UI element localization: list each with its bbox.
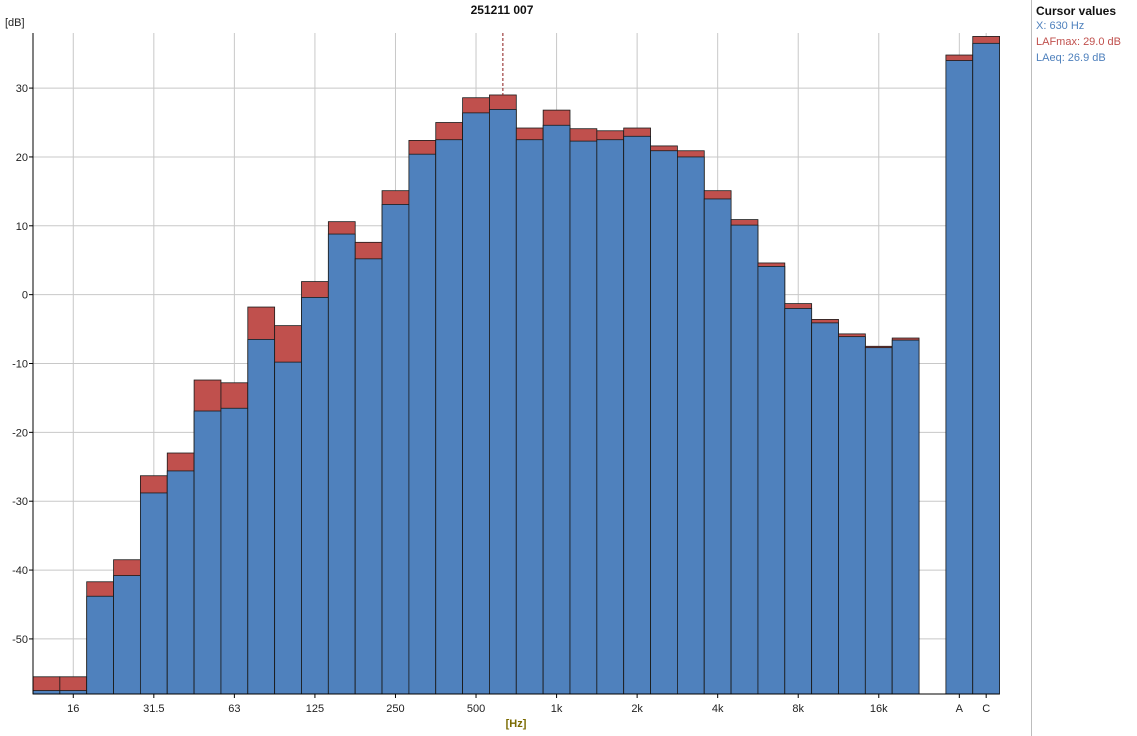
bar-laeq-5k[interactable] — [730, 224, 759, 695]
bar-laeq-200[interactable] — [354, 258, 383, 695]
x-tick-label: 500 — [467, 703, 485, 715]
y-tick-label: 10 — [16, 221, 28, 233]
bar-laeq-16[interactable] — [59, 690, 88, 695]
bar-laeq-20[interactable] — [86, 595, 114, 695]
bar-laeq-6.3k[interactable] — [757, 266, 786, 695]
bar-laeq-1.6k[interactable] — [596, 139, 625, 695]
y-tick-label: -30 — [12, 496, 28, 508]
x-tick-label: 4k — [712, 703, 724, 715]
bar-laeq-12.5k[interactable] — [838, 336, 866, 695]
bar-laeq-8k[interactable] — [784, 308, 813, 695]
bar-laeq-500[interactable] — [462, 112, 490, 695]
spectrum-chart: 30 20 10 0 -10 -20 -30 -40 -50 16 31.5 63 125 250 500… — [5, 3, 1001, 730]
bar-laeq-25[interactable] — [113, 575, 141, 695]
bar-laeq-C[interactable] — [972, 42, 1001, 695]
x-axis-unit-label: [Hz] — [506, 718, 527, 730]
bar-laeq-2k[interactable] — [623, 135, 651, 695]
bar-laeq-A[interactable] — [945, 60, 974, 695]
cursor-lafmax-value: LAFmax: 29.0 dB — [1036, 36, 1121, 48]
cursor-x-value: X: 630 Hz — [1036, 20, 1085, 32]
x-tick-label: 31.5 — [143, 703, 164, 715]
bar-laeq-40[interactable] — [166, 470, 195, 695]
bar-laeq-400[interactable] — [435, 139, 464, 695]
bar-laeq-63[interactable] — [220, 407, 249, 695]
y-tick-label: -50 — [12, 634, 28, 646]
y-tick-label: -40 — [12, 565, 28, 577]
axes — [29, 33, 999, 698]
bar-laeq-4k[interactable] — [703, 198, 732, 695]
bar-laeq-80[interactable] — [247, 339, 276, 695]
y-tick-label: -20 — [12, 427, 28, 439]
cursor-laeq-value: LAeq: 26.9 dB — [1036, 52, 1106, 64]
bar-laeq-16k[interactable] — [864, 347, 893, 695]
y-tick-labels: 30 20 10 0 -10 -20 -30 -40 -50 — [12, 83, 28, 646]
x-tick-label: 63 — [228, 703, 240, 715]
x-tick-label: 2k — [631, 703, 643, 715]
bar-laeq-31.5[interactable] — [139, 492, 168, 695]
bar-laeq-100[interactable] — [274, 361, 302, 695]
bar-laeq-2.5k[interactable] — [650, 150, 678, 695]
x-tick-label: 16 — [67, 703, 79, 715]
x-tick-label: 125 — [306, 703, 324, 715]
bar-laeq-160[interactable] — [327, 233, 356, 695]
x-tick-label: 16k — [870, 703, 888, 715]
y-tick-label: -10 — [12, 359, 28, 371]
bar-laeq-12.5[interactable] — [32, 690, 61, 695]
cursor-values-title: Cursor values — [1036, 4, 1117, 18]
bar-laeq-630[interactable] — [489, 109, 517, 695]
bar-laeq-800[interactable] — [515, 139, 544, 695]
x-tick-label: A — [956, 703, 964, 715]
bar-laeq-250[interactable] — [381, 204, 410, 695]
chart-title: 251211 007 — [471, 3, 534, 17]
bar-laeq-315[interactable] — [408, 153, 437, 695]
y-tick-label: 0 — [22, 290, 28, 302]
x-tick-label: 1k — [551, 703, 563, 715]
bars[interactable] — [32, 36, 1001, 695]
y-tick-label: 30 — [16, 83, 28, 95]
y-tick-label: 20 — [16, 152, 28, 164]
bar-laeq-3.15k[interactable] — [677, 156, 705, 695]
bar-laeq-20k[interactable] — [891, 339, 920, 695]
x-tick-label: 8k — [792, 703, 804, 715]
bar-laeq-125[interactable] — [301, 296, 329, 695]
bar-laeq-1k[interactable] — [542, 124, 571, 695]
y-axis-unit-label: [dB] — [5, 17, 25, 29]
x-tick-label: C — [982, 703, 990, 715]
bar-laeq-10k[interactable] — [811, 322, 839, 695]
bar-laeq-50[interactable] — [193, 410, 222, 695]
x-tick-label: 250 — [386, 703, 404, 715]
x-tick-labels: 16 31.5 63 125 250 500 1k 2k 4k 8k 16k A C — [67, 703, 990, 715]
cursor-values-panel: Cursor values X: 630 Hz LAFmax: 29.0 dB … — [1031, 0, 1137, 736]
bar-laeq-1.25k[interactable] — [569, 140, 598, 695]
